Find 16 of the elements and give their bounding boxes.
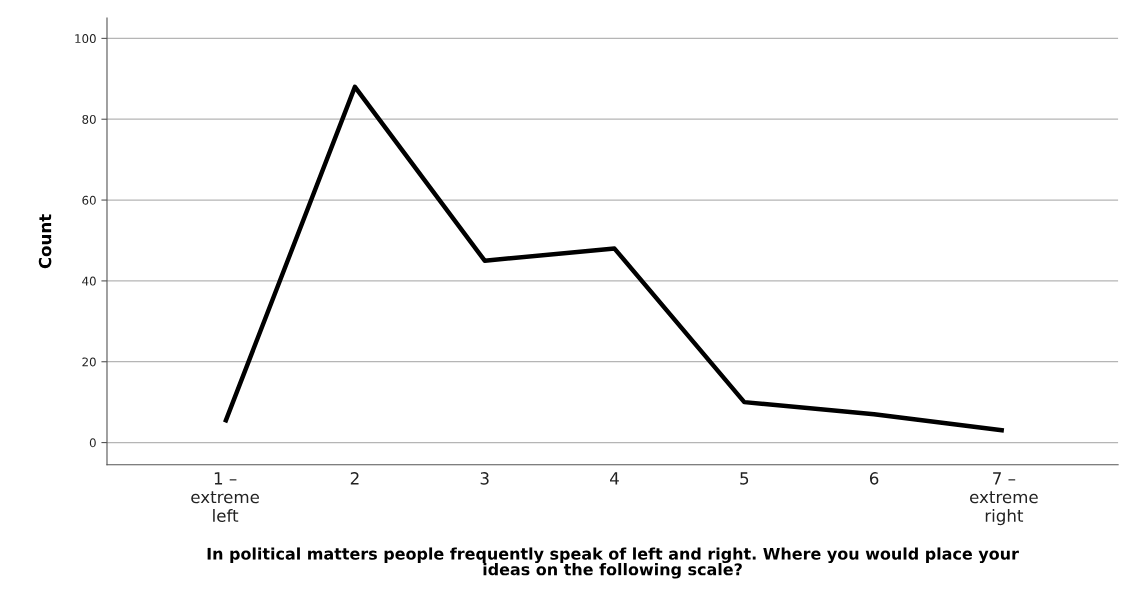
y-tick-label: 100 bbox=[75, 34, 96, 44]
y-tick-label: 20 bbox=[82, 357, 96, 367]
x-tick-label: 5 bbox=[740, 472, 749, 485]
y-axis-title: Count bbox=[38, 214, 52, 269]
x-tick-label: 7 – extreme right bbox=[970, 472, 1038, 526]
x-tick-label: 3 bbox=[480, 472, 489, 485]
y-tick-label: 0 bbox=[89, 438, 96, 448]
y-tick-label: 60 bbox=[82, 195, 96, 205]
x-tick-label: 1 – extreme left bbox=[191, 472, 260, 522]
line-series bbox=[222, 84, 1007, 433]
x-tick-label: 4 bbox=[610, 472, 619, 485]
y-tick-label: 80 bbox=[82, 114, 96, 124]
x-tick-label: 2 bbox=[350, 472, 359, 485]
x-tick-label: 6 bbox=[869, 472, 879, 485]
x-axis-title: In political matters people frequently speak of left and right. Where you would place your ideas on the following scale? bbox=[207, 547, 1019, 579]
y-tick-label: 40 bbox=[82, 276, 96, 286]
